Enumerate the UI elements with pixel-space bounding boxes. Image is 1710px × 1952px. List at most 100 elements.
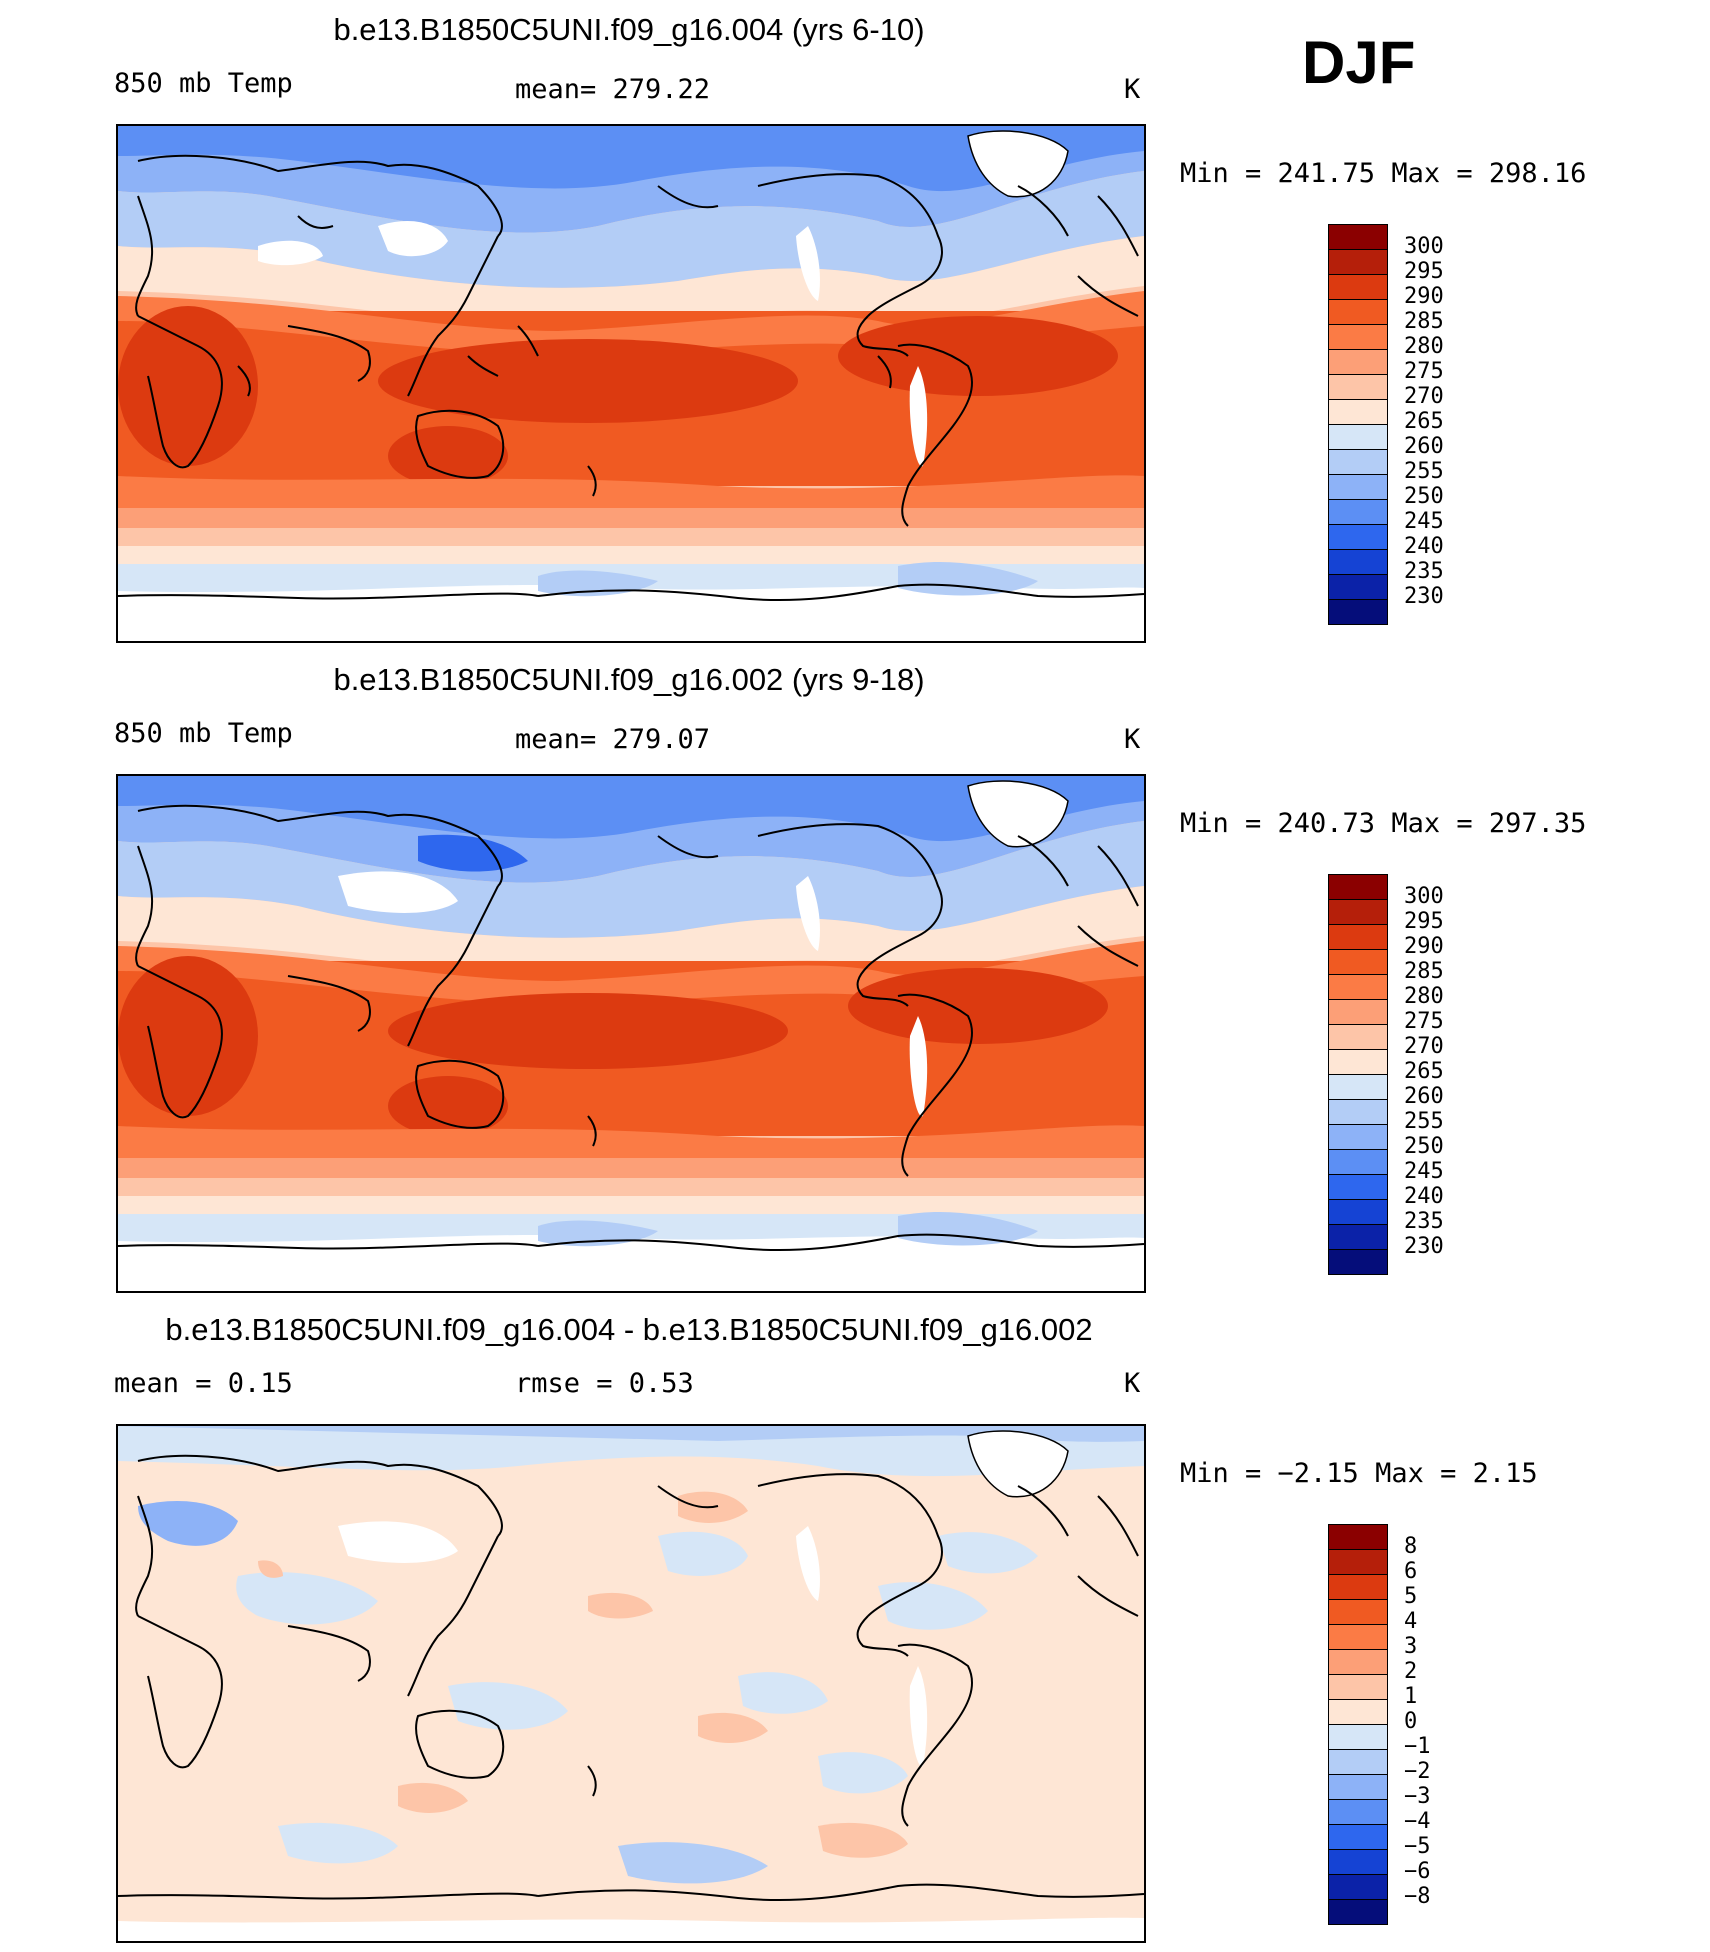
panel-1-colorbar-label: 285 <box>1404 309 1444 334</box>
panel-2-units: K <box>1124 724 1141 755</box>
panel-3-colorbar <box>1328 1524 1388 1925</box>
panel-1-colorbar-swatch <box>1328 599 1388 625</box>
panel-3-colorbar-swatch <box>1328 1574 1388 1599</box>
panel-2-colorbar-label: 245 <box>1404 1159 1444 1184</box>
panel-1-colorbar-label: 235 <box>1404 559 1444 584</box>
panel-3-colorbar-swatch <box>1328 1874 1388 1899</box>
panel-1-colorbar <box>1328 224 1388 625</box>
panel-2-colorbar-label: 265 <box>1404 1059 1444 1084</box>
panel-3-rmse: rmse = 0.53 <box>515 1368 694 1399</box>
panel-2-colorbar-label: 230 <box>1404 1234 1444 1259</box>
panel-3-colorbar-label: 6 <box>1404 1559 1418 1584</box>
panel-3-colorbar-label: 5 <box>1404 1584 1418 1609</box>
panel-2-colorbar-swatch <box>1328 999 1388 1024</box>
panel-3-colorbar-label: 3 <box>1404 1634 1418 1659</box>
panel-2-colorbar-swatch <box>1328 949 1388 974</box>
panel-2-colorbar-label: 250 <box>1404 1134 1444 1159</box>
panel-1-colorbar-label: 240 <box>1404 534 1444 559</box>
panel-3-colorbar-swatch <box>1328 1599 1388 1624</box>
panel-3-map <box>116 1424 1146 1943</box>
panel-3-colorbar-label: −5 <box>1404 1834 1431 1859</box>
panel-2-title: b.e13.B1850C5UNI.f09_g16.002 (yrs 9-18) <box>333 662 925 697</box>
panel-3-colorbar-swatch <box>1328 1749 1388 1774</box>
panel-3-colorbar-label: 2 <box>1404 1659 1418 1684</box>
panel-3-minmax: Min = −2.15 Max = 2.15 <box>1180 1458 1538 1489</box>
panel-3-colorbar-swatch <box>1328 1899 1388 1925</box>
panel-1-colorbar-swatch <box>1328 574 1388 599</box>
panel-2-colorbar-swatch <box>1328 1099 1388 1124</box>
panel-2-colorbar-swatch <box>1328 1249 1388 1275</box>
panel-3-colorbar-swatches <box>1328 1524 1388 1925</box>
panel-3-mean: mean = 0.15 <box>114 1368 293 1399</box>
panel-3-title: b.e13.B1850C5UNI.f09_g16.004 - b.e13.B18… <box>165 1312 1093 1347</box>
panel-2-colorbar-label: 290 <box>1404 934 1444 959</box>
panel-1-colorbar-swatch <box>1328 224 1388 249</box>
panel-2-colorbar-label: 300 <box>1404 884 1444 909</box>
panel-1-colorbar-label: 275 <box>1404 359 1444 384</box>
panel-1-colorbar-label: 270 <box>1404 384 1444 409</box>
panel-2-colorbar-swatch <box>1328 1124 1388 1149</box>
panel-2-mean: mean= 279.07 <box>515 724 711 755</box>
panel-1-colorbar-swatch <box>1328 524 1388 549</box>
panel-1-colorbar-label: 290 <box>1404 284 1444 309</box>
panel-1-colorbar-swatch <box>1328 274 1388 299</box>
panel-1-map <box>116 124 1146 643</box>
panel-2-colorbar-label: 270 <box>1404 1034 1444 1059</box>
panel-1-colorbar-label: 245 <box>1404 509 1444 534</box>
panel-2-colorbar-label: 260 <box>1404 1084 1444 1109</box>
panel-3-colorbar-swatch <box>1328 1824 1388 1849</box>
panel-2-colorbar-label: 275 <box>1404 1009 1444 1034</box>
panel-3-colorbar-swatch <box>1328 1699 1388 1724</box>
panel-1-colorbar-label: 295 <box>1404 259 1444 284</box>
panel-3-colorbar-swatch <box>1328 1774 1388 1799</box>
panel-3-colorbar-swatch <box>1328 1674 1388 1699</box>
panel-1-colorbar-swatch <box>1328 249 1388 274</box>
panel-3-colorbar-swatch <box>1328 1724 1388 1749</box>
panel-2-colorbar-swatch <box>1328 1174 1388 1199</box>
panel-2-colorbar-swatch <box>1328 974 1388 999</box>
panel-3-colorbar-swatch <box>1328 1799 1388 1824</box>
panel-2-colorbar-label: 235 <box>1404 1209 1444 1234</box>
panel-1-colorbar-swatch <box>1328 499 1388 524</box>
panel-2-colorbar-swatches <box>1328 874 1388 1275</box>
panel-3-colorbar-label: −8 <box>1404 1884 1431 1909</box>
panel-1-minmax: Min = 241.75 Max = 298.16 <box>1180 158 1587 189</box>
panel-2-colorbar-swatch <box>1328 1149 1388 1174</box>
panel-3-colorbar-swatch <box>1328 1624 1388 1649</box>
panel-1-colorbar-label: 260 <box>1404 434 1444 459</box>
panel-1-mean: mean= 279.22 <box>515 74 711 105</box>
panel-1-colorbar-swatch <box>1328 349 1388 374</box>
panel-2-colorbar-label: 295 <box>1404 909 1444 934</box>
panel-1-colorbar-swatch <box>1328 449 1388 474</box>
panel-3-colorbar-swatch <box>1328 1524 1388 1549</box>
panel-1-colorbar-label: 230 <box>1404 584 1444 609</box>
panel-2-colorbar-swatch <box>1328 874 1388 899</box>
panel-3-colorbar-label: 0 <box>1404 1709 1418 1734</box>
panel-2-minmax: Min = 240.73 Max = 297.35 <box>1180 808 1587 839</box>
panel-2-map <box>116 774 1146 1293</box>
panel-2-colorbar-swatch <box>1328 899 1388 924</box>
panel-1-colorbar-swatch <box>1328 324 1388 349</box>
panel-2-colorbar <box>1328 874 1388 1275</box>
panel-2-variable: 850 mb Temp <box>114 718 293 749</box>
panel-1-colorbar-swatch <box>1328 374 1388 399</box>
panel-1-colorbar-label: 300 <box>1404 234 1444 259</box>
panel-3-colorbar-swatch <box>1328 1549 1388 1574</box>
panel-3-colorbar-label: −1 <box>1404 1734 1431 1759</box>
panel-1-colorbar-swatch <box>1328 474 1388 499</box>
panel-3-colorbar-label: 4 <box>1404 1609 1418 1634</box>
panel-2-colorbar-swatch <box>1328 1224 1388 1249</box>
panel-2-colorbar-swatch <box>1328 924 1388 949</box>
panel-2-colorbar-label: 285 <box>1404 959 1444 984</box>
panel-2-colorbar-label: 280 <box>1404 984 1444 1009</box>
panel-2-colorbar-swatch <box>1328 1074 1388 1099</box>
panel-3-colorbar-label: −3 <box>1404 1784 1431 1809</box>
panel-3-units: K <box>1124 1368 1141 1399</box>
panel-1-colorbar-label: 250 <box>1404 484 1444 509</box>
panel-1-variable: 850 mb Temp <box>114 68 293 99</box>
panel-1-colorbar-swatch <box>1328 424 1388 449</box>
panel-3-colorbar-label: −2 <box>1404 1759 1431 1784</box>
panel-1-title: b.e13.B1850C5UNI.f09_g16.004 (yrs 6-10) <box>333 12 925 47</box>
panel-2-colorbar-swatch <box>1328 1199 1388 1224</box>
season-label: DJF <box>1302 29 1416 96</box>
